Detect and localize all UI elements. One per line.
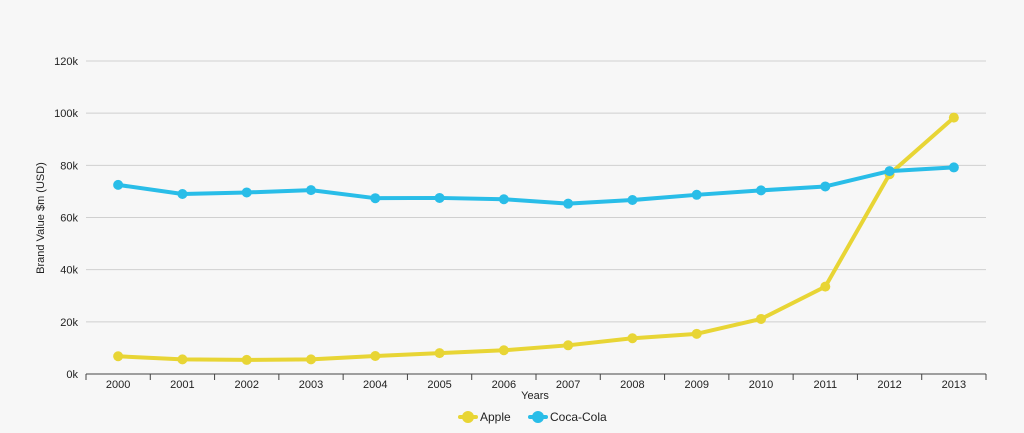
axes: 0k 20k 40k 60k 80k 100k 120k 2000 2001 2002 2003 20… bbox=[54, 56, 987, 391]
x-tick-label: 2008 bbox=[620, 379, 644, 391]
x-tick-label: 2004 bbox=[363, 379, 387, 391]
legend-marker bbox=[532, 411, 544, 423]
data-point[interactable] bbox=[498, 345, 509, 356]
data-point[interactable] bbox=[370, 193, 381, 204]
x-tick-label: 2002 bbox=[234, 379, 258, 391]
data-point[interactable] bbox=[241, 187, 252, 198]
x-tick-label: 2013 bbox=[942, 379, 966, 391]
series-line bbox=[116, 165, 956, 206]
x-tick-label: 2003 bbox=[299, 379, 323, 391]
data-point[interactable] bbox=[884, 166, 895, 177]
x-tick-label: 2005 bbox=[427, 379, 451, 391]
y-axis-title: Brand Value $m (USD) bbox=[35, 162, 47, 274]
y-tick-label: 80k bbox=[60, 160, 78, 172]
series-1 bbox=[113, 162, 959, 209]
data-point[interactable] bbox=[820, 181, 831, 192]
gridlines bbox=[86, 60, 986, 323]
x-tick-label: 2007 bbox=[556, 379, 580, 391]
x-tick-label: 2001 bbox=[170, 379, 194, 391]
data-point[interactable] bbox=[434, 348, 445, 359]
data-point[interactable] bbox=[756, 313, 766, 324]
series-lines bbox=[113, 112, 959, 365]
y-tick-label: 20k bbox=[60, 317, 78, 329]
data-point[interactable] bbox=[177, 354, 188, 365]
data-point[interactable] bbox=[820, 281, 831, 292]
data-point[interactable] bbox=[306, 354, 316, 365]
y-tick-label: 60k bbox=[60, 213, 78, 225]
legend-label: Coca-Cola bbox=[550, 410, 607, 424]
y-tick-label: 0k bbox=[66, 369, 78, 381]
data-point[interactable] bbox=[948, 162, 959, 173]
data-point[interactable] bbox=[627, 333, 638, 344]
x-axis-title: Years bbox=[521, 390, 549, 402]
data-point[interactable] bbox=[563, 198, 574, 209]
data-point[interactable] bbox=[306, 185, 316, 196]
data-point[interactable] bbox=[627, 195, 638, 206]
series-line bbox=[116, 115, 956, 362]
y-tick-label: 120k bbox=[54, 56, 78, 68]
data-point[interactable] bbox=[113, 179, 124, 190]
series-0 bbox=[113, 112, 959, 365]
legend-label: Apple bbox=[480, 410, 511, 424]
data-point[interactable] bbox=[241, 354, 252, 365]
data-point[interactable] bbox=[113, 351, 124, 362]
y-tick-label: 100k bbox=[54, 108, 78, 120]
data-point[interactable] bbox=[498, 194, 509, 205]
data-point[interactable] bbox=[756, 185, 766, 196]
data-point[interactable] bbox=[177, 189, 188, 200]
x-tick-label: 2000 bbox=[106, 379, 130, 391]
data-point[interactable] bbox=[948, 112, 959, 123]
data-point[interactable] bbox=[434, 192, 445, 203]
legend-item[interactable]: Coca-Cola bbox=[528, 410, 607, 424]
data-point[interactable] bbox=[563, 340, 574, 351]
x-tick-label: 2006 bbox=[492, 379, 516, 391]
x-tick-label: 2009 bbox=[684, 379, 708, 391]
data-point[interactable] bbox=[370, 351, 381, 362]
legend: Apple Coca-Cola bbox=[458, 410, 607, 424]
legend-item[interactable]: Apple bbox=[458, 410, 511, 424]
x-tick-label: 2012 bbox=[877, 379, 901, 391]
x-tick-label: 2010 bbox=[749, 379, 773, 391]
data-point[interactable] bbox=[691, 328, 702, 339]
x-tick-label: 2011 bbox=[813, 379, 837, 391]
y-tick-label: 40k bbox=[60, 265, 78, 277]
data-point[interactable] bbox=[691, 189, 702, 200]
legend-marker bbox=[462, 411, 474, 423]
